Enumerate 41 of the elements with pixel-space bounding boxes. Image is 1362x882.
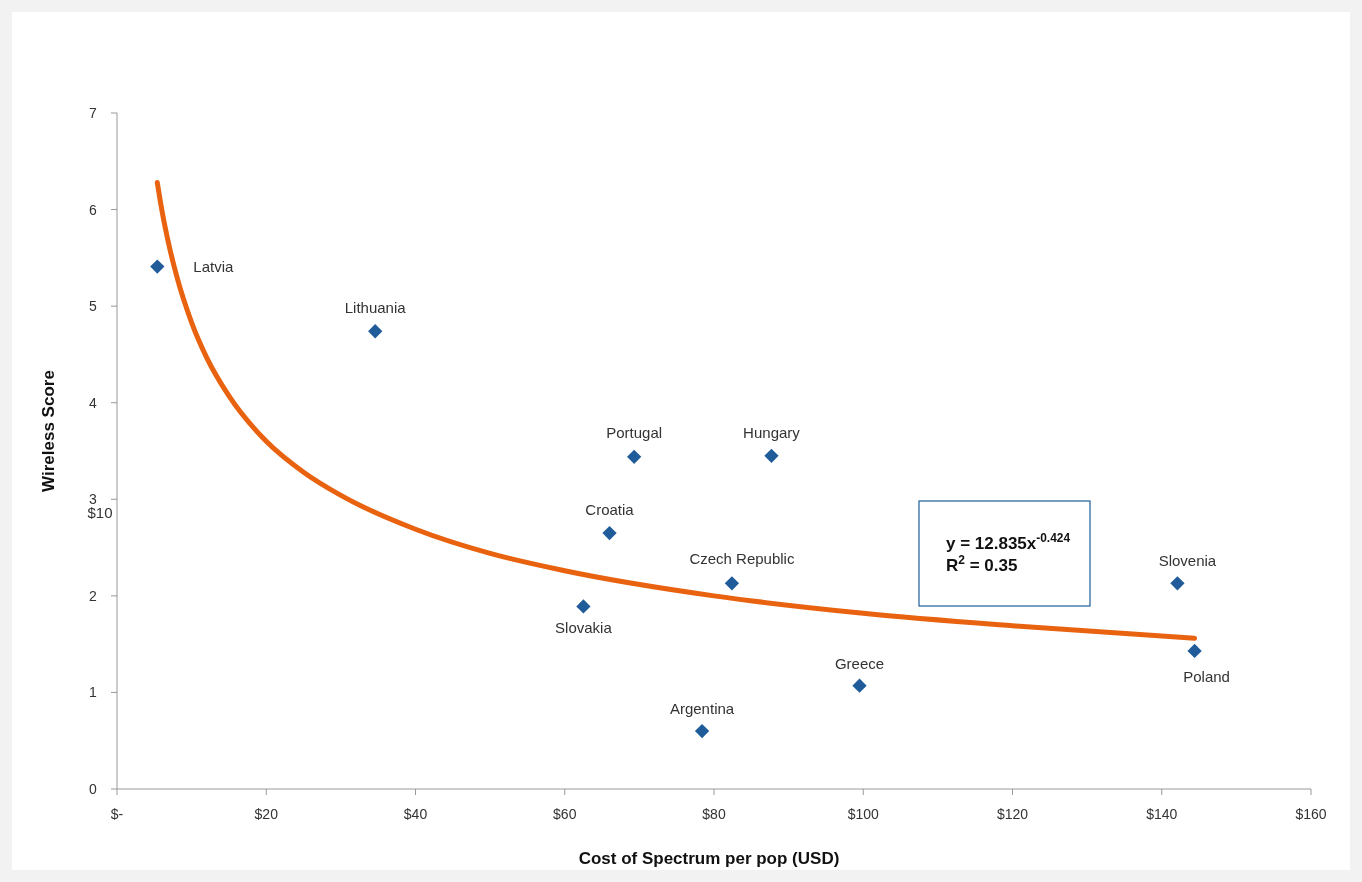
x-tick-label: $- xyxy=(110,806,124,822)
x-tick-label: $80 xyxy=(702,806,726,822)
point xyxy=(1170,576,1185,591)
x-axis-title: Cost of Spectrum per pop (USD) xyxy=(578,849,840,868)
y-tick-label: 7 xyxy=(89,105,98,121)
x-tick-label: $100 xyxy=(847,806,880,822)
text: y = 12.835x$^{-0.424}$ R$^{2}$ = 0.35 xyxy=(946,531,1070,575)
y-tick-label: 2 xyxy=(89,587,98,604)
annotation: Argentina xyxy=(669,700,735,718)
point xyxy=(1187,643,1202,659)
x-tick-label: $20 xyxy=(254,806,279,822)
annotation: Czech Republic xyxy=(689,550,795,568)
point xyxy=(576,599,591,614)
annotation: Slovenia xyxy=(1158,552,1217,570)
x-tick-label: $60 xyxy=(553,806,577,822)
point xyxy=(764,448,779,463)
annotation: Slovakia xyxy=(555,619,613,637)
y-tick-label: 1 xyxy=(89,684,98,701)
point xyxy=(694,723,710,739)
y-tick-label: 5 xyxy=(89,298,98,315)
point xyxy=(150,259,165,274)
y-tick-label: 0 xyxy=(89,781,98,797)
y-axis-title: Wireless Score xyxy=(39,370,58,492)
point xyxy=(724,576,740,591)
annotation: Hungary xyxy=(743,423,801,441)
annotation: Croatia xyxy=(585,501,635,519)
annotation: Latvia xyxy=(193,257,234,275)
x-tick-label: $160 xyxy=(1295,806,1327,822)
point xyxy=(852,678,867,693)
point xyxy=(602,525,617,541)
point xyxy=(368,324,383,339)
point xyxy=(627,449,642,464)
x-tick-label: $120 xyxy=(996,806,1029,822)
x-tick-label: $140 xyxy=(1146,806,1178,822)
x-tick-label: $40 xyxy=(403,806,428,822)
annotation: Greece xyxy=(834,654,885,672)
annotation: Poland xyxy=(1183,667,1230,685)
annotation: Portugal xyxy=(606,423,663,441)
y-tick-label: 4 xyxy=(89,394,98,411)
y-tick-label: 6 xyxy=(89,201,98,218)
annotation: Lithuania xyxy=(344,299,407,317)
